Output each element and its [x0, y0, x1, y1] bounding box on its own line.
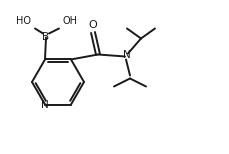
Text: OH: OH: [62, 16, 77, 26]
Text: N: N: [41, 99, 49, 109]
Text: N: N: [123, 51, 130, 61]
Text: O: O: [88, 20, 97, 30]
Text: HO: HO: [15, 16, 30, 26]
Text: B: B: [42, 32, 49, 43]
